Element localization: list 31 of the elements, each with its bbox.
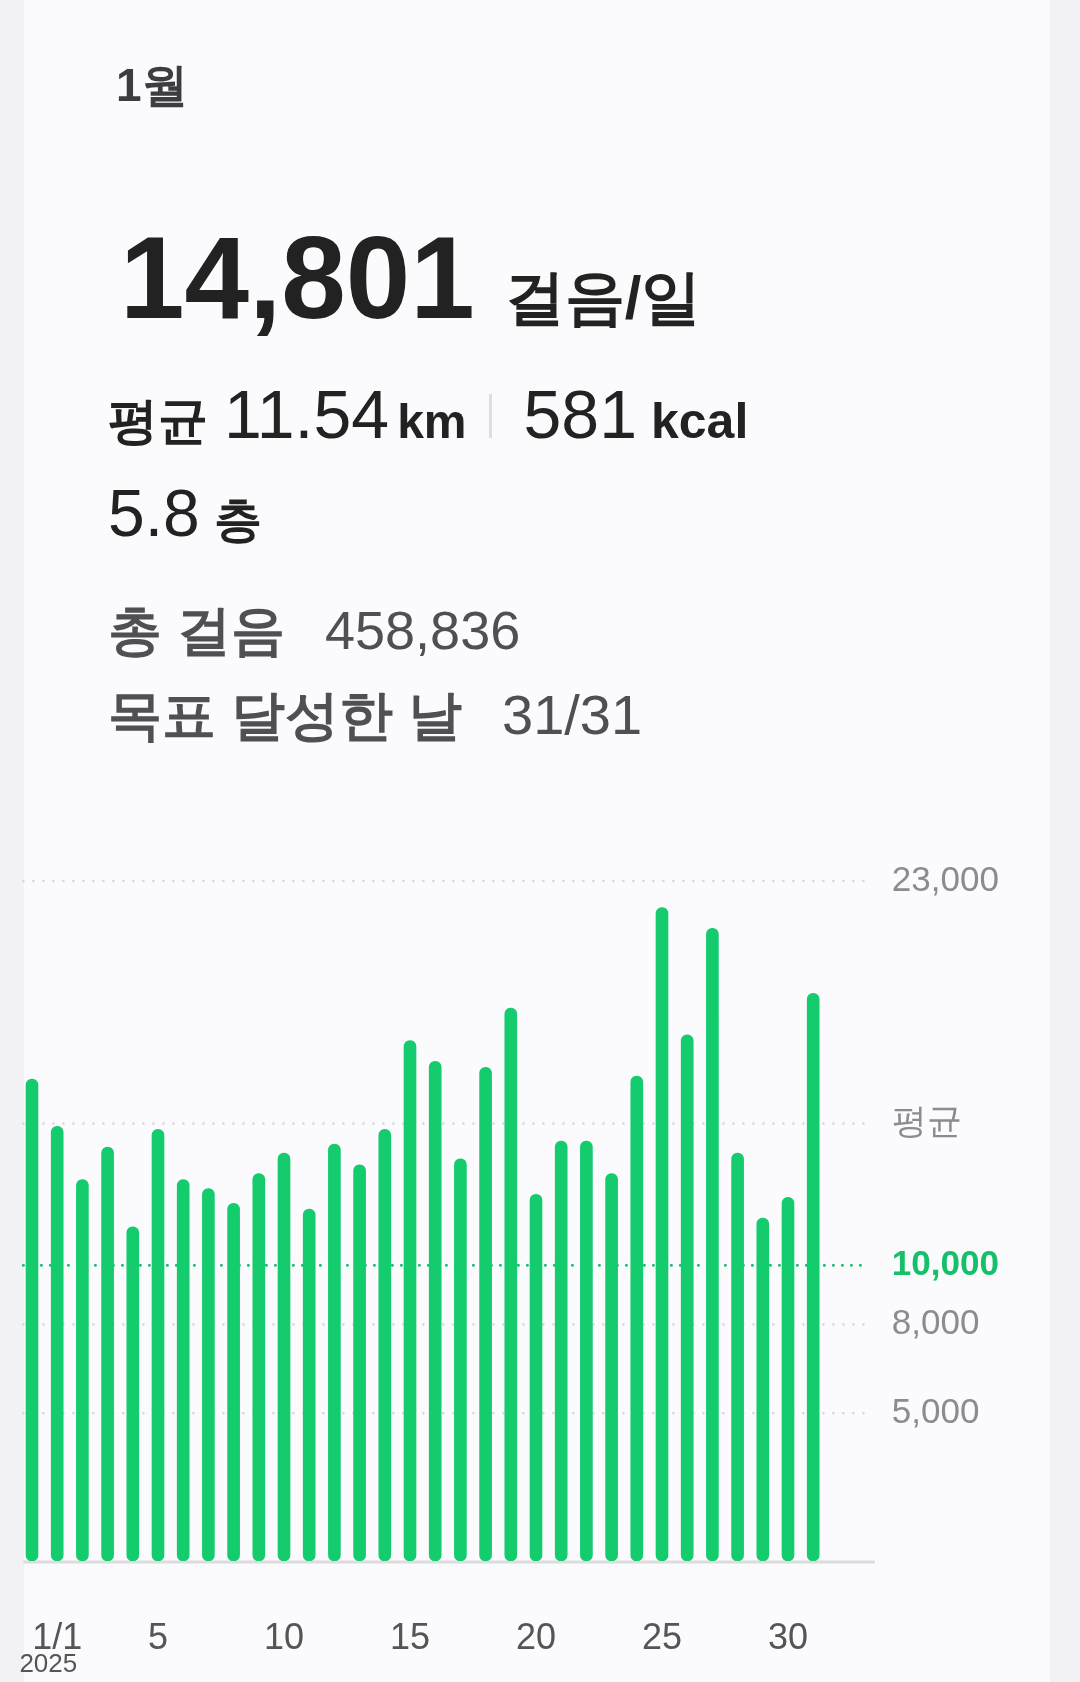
text: 458,836 (325, 600, 521, 660)
bar (454, 1158, 467, 1561)
ref-line-label: 평균 (891, 1101, 962, 1141)
text: 5.8 (108, 476, 200, 550)
x-tick-label: 10 (263, 1615, 305, 1657)
chart-title: 1월 (116, 59, 188, 111)
y-tick-label: 23,000 (891, 858, 999, 898)
text: 층 (213, 493, 262, 546)
bar (706, 927, 719, 1561)
text: kcal (650, 393, 749, 449)
x-tick-label: 30 (767, 1615, 809, 1657)
y-tick-label: 5,000 (891, 1390, 980, 1430)
text: km (397, 395, 467, 448)
text: 평균 (108, 393, 208, 449)
x-tick-label: 20 (515, 1615, 557, 1657)
text: 31/31 (502, 683, 643, 746)
x-tick-label: 5 (147, 1615, 169, 1657)
text: 14,801 (120, 213, 475, 343)
bar (202, 1188, 215, 1561)
text: 총 걸음 (108, 600, 286, 660)
x-tick-label: 25 (641, 1615, 683, 1657)
text: 걸음/일 (504, 264, 702, 331)
bar (580, 1140, 593, 1561)
text: 11.54 (224, 376, 390, 452)
x-tick-label: 15 (389, 1615, 431, 1657)
ref-line-label: 10,000 (891, 1243, 999, 1282)
text: 581 (523, 376, 637, 452)
text: 목표 달성한 날 (108, 685, 463, 745)
bar (76, 1179, 89, 1561)
bar (328, 1143, 341, 1561)
y-tick-label: 8,000 (891, 1302, 980, 1342)
